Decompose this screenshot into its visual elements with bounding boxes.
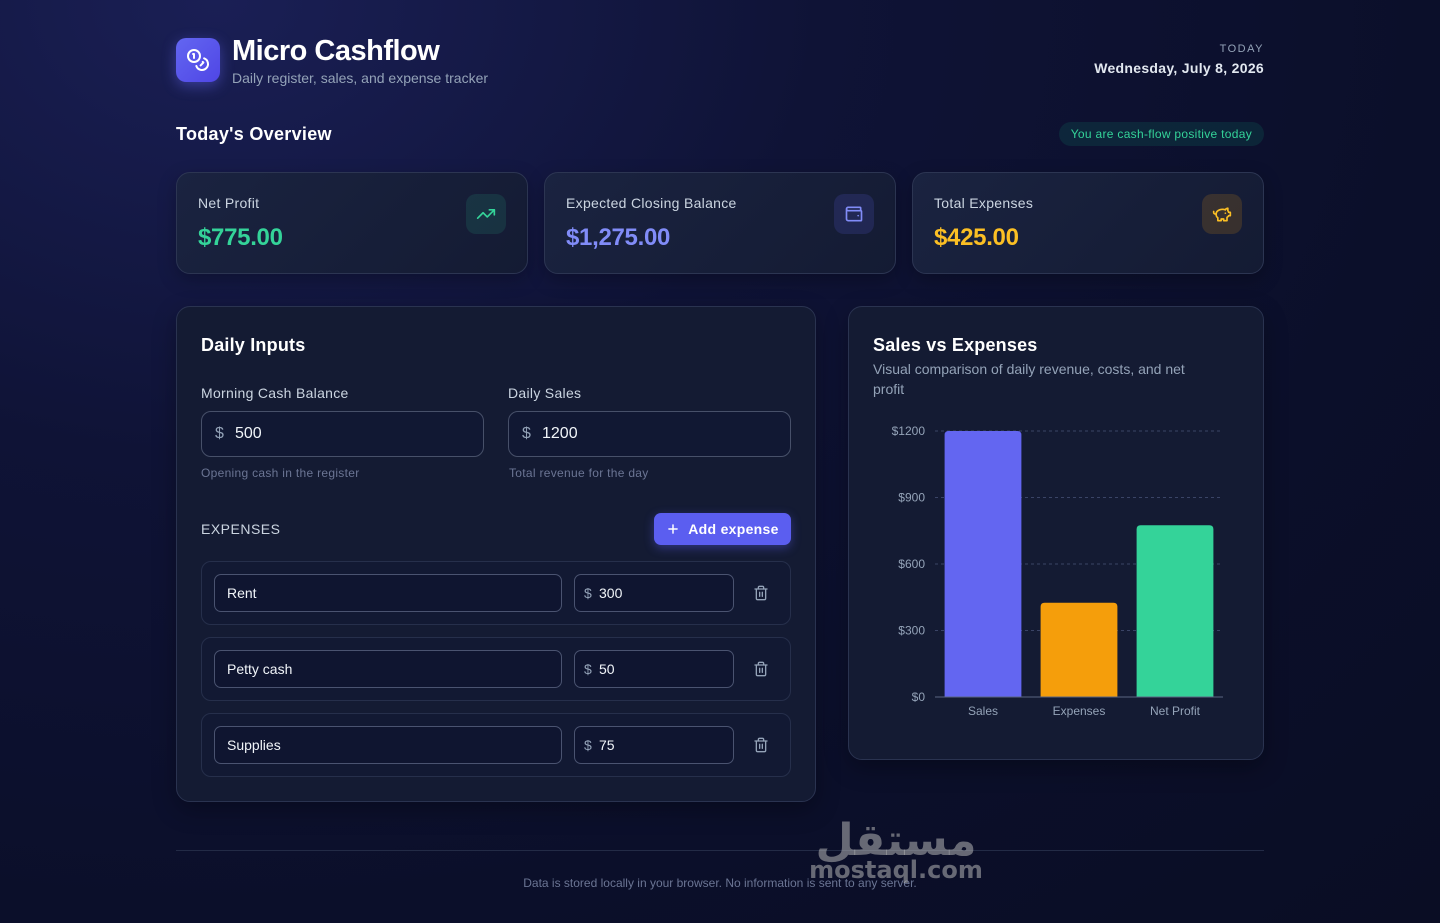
total-expenses-label: Total Expenses xyxy=(934,195,1034,211)
app-subtitle: Daily register, sales, and expense track… xyxy=(232,70,489,86)
total-expenses-card: Total Expenses $425.00 xyxy=(912,172,1264,274)
expense-amount-input[interactable]: $ 300 xyxy=(574,574,734,612)
expense-row: Rent $ 300 xyxy=(201,561,791,625)
expense-amount-input[interactable]: $ 50 xyxy=(574,650,734,688)
net-profit-value: $775.00 xyxy=(198,224,283,251)
today-date: Wednesday, July 8, 2026 xyxy=(1094,60,1264,76)
bar-sales xyxy=(944,431,1022,697)
morning-cash-value: 500 xyxy=(235,425,262,442)
net-profit-label: Net Profit xyxy=(198,195,260,211)
y-tick-label: $900 xyxy=(898,491,925,505)
add-expense-label: Add expense xyxy=(688,521,779,537)
expense-name-input[interactable]: Petty cash xyxy=(214,650,562,688)
sales-expenses-chart: $0 $300 $600 $900 $1200 Sales Expenses Net Prof… xyxy=(892,424,1223,718)
currency-symbol: $ xyxy=(215,425,224,442)
trash-icon[interactable] xyxy=(752,660,770,678)
total-expenses-value: $425.00 xyxy=(934,224,1019,251)
net-profit-card: Net Profit $775.00 xyxy=(176,172,528,274)
morning-cash-hint: Opening cash in the register xyxy=(201,466,360,480)
y-tick-label: $0 xyxy=(912,690,926,704)
currency-symbol: $ xyxy=(584,737,592,753)
closing-balance-card: Expected Closing Balance $1,275.00 xyxy=(544,172,896,274)
expense-name-input[interactable]: Rent xyxy=(214,574,562,612)
closing-balance-label: Expected Closing Balance xyxy=(566,195,737,211)
expense-amount-value: 50 xyxy=(599,661,615,677)
chart-title: Sales vs Expenses xyxy=(873,335,1038,355)
plus-icon xyxy=(668,524,679,534)
currency-symbol: $ xyxy=(522,425,531,442)
chart-panel: Sales vs Expenses Visual comparison of d… xyxy=(848,306,1264,760)
watermark-arabic: مستقل xyxy=(815,815,977,866)
expenses-heading: EXPENSES xyxy=(201,521,281,537)
daily-sales-label: Daily Sales xyxy=(508,385,582,401)
y-tick-label: $1200 xyxy=(892,424,926,438)
chart-subtitle: Visual comparison of daily revenue, cost… xyxy=(873,361,1185,397)
trash-icon[interactable] xyxy=(752,736,770,754)
piggy-bank-icon xyxy=(1202,194,1242,234)
y-tick-label: $600 xyxy=(898,557,925,571)
expense-amount-value: 75 xyxy=(599,737,615,753)
daily-sales-hint: Total revenue for the day xyxy=(509,466,649,480)
daily-sales-input[interactable]: $ 1200 xyxy=(508,411,791,457)
expense-row: Supplies $ 75 xyxy=(201,713,791,777)
morning-cash-input[interactable]: $ 500 xyxy=(201,411,484,457)
x-tick-label: Net Profit xyxy=(1150,704,1201,718)
add-expense-button[interactable]: Add expense xyxy=(654,513,791,545)
closing-balance-value: $1,275.00 xyxy=(566,224,671,251)
x-tick-label: Sales xyxy=(968,704,998,718)
footer-privacy-note: Data is stored locally in your browser. … xyxy=(523,876,917,890)
footer-divider xyxy=(176,850,1264,851)
expense-amount-input[interactable]: $ 75 xyxy=(574,726,734,764)
currency-symbol: $ xyxy=(584,585,592,601)
daily-inputs-panel: Daily Inputs Morning Cash Balance $ 500 … xyxy=(176,306,816,802)
app-header: Micro Cashflow Daily register, sales, an… xyxy=(176,36,1264,92)
app-title: Micro Cashflow xyxy=(232,35,440,67)
trash-icon[interactable] xyxy=(752,584,770,602)
daily-inputs-title: Daily Inputs xyxy=(201,335,306,355)
app-container: Micro Cashflow Daily register, sales, an… xyxy=(176,0,1264,923)
x-tick-label: Expenses xyxy=(1053,704,1106,718)
expense-amount-value: 300 xyxy=(599,585,623,601)
expense-name-input[interactable]: Supplies xyxy=(214,726,562,764)
coins-icon xyxy=(176,38,220,82)
expense-row: Petty cash $ 50 xyxy=(201,637,791,701)
morning-cash-label: Morning Cash Balance xyxy=(201,385,349,401)
trending-up-icon xyxy=(466,194,506,234)
cashflow-status-badge: You are cash-flow positive today xyxy=(1058,122,1264,146)
y-tick-label: $300 xyxy=(898,624,925,638)
currency-symbol: $ xyxy=(584,661,592,677)
wallet-icon xyxy=(834,194,874,234)
overview-title: Today's Overview xyxy=(176,124,332,144)
bar-expenses xyxy=(1040,602,1118,697)
daily-sales-value: 1200 xyxy=(542,425,578,442)
bar-net-profit xyxy=(1136,525,1214,697)
today-label: TODAY xyxy=(1219,43,1264,55)
